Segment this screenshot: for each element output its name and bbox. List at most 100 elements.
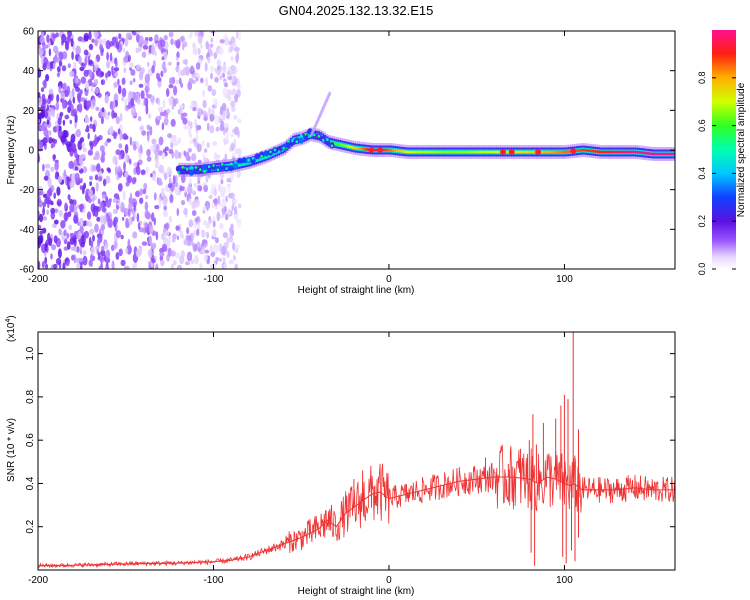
noise-blob (121, 77, 126, 85)
track-core (339, 143, 342, 146)
noise-blob (68, 98, 72, 109)
track-core (366, 148, 369, 151)
noise-blob (196, 125, 202, 131)
noise-blob (127, 208, 131, 218)
noise-blob (174, 252, 180, 259)
noise-blob (121, 96, 125, 102)
track-core (424, 150, 427, 154)
noise-blob (226, 177, 231, 183)
noise-blob (235, 31, 239, 39)
noise-blob (89, 253, 93, 263)
noise-blob (74, 78, 79, 84)
noise-blob (41, 93, 46, 102)
track-dot-core (203, 170, 206, 174)
noise-blob (67, 194, 71, 201)
track-dot (263, 150, 269, 157)
snr-noise-line (38, 444, 675, 569)
noise-blob (161, 56, 165, 61)
noise-blob (67, 63, 72, 69)
noise-blob (175, 56, 179, 61)
track-core (418, 150, 421, 154)
noise-blob (202, 89, 206, 97)
track-core (557, 150, 560, 154)
noise-blob (166, 253, 170, 262)
y-tick-label: 0.6 (25, 433, 36, 447)
noise-blob (206, 204, 210, 212)
noise-blob (219, 39, 225, 44)
noise-blob (234, 148, 238, 155)
noise-blob (54, 161, 59, 171)
noise-blob (45, 74, 50, 82)
track-core (638, 151, 641, 154)
track-mid (267, 152, 271, 158)
noise-blob (70, 133, 76, 144)
track-core (666, 152, 669, 156)
track-core (560, 150, 564, 154)
noise-blob (89, 175, 93, 181)
noise-blob (52, 154, 56, 162)
noise-blob (192, 229, 196, 238)
noise-blob (102, 178, 107, 187)
spectrogram-x-axis-label: Height of straight line (km) (298, 285, 415, 296)
noise-blob (94, 174, 99, 181)
noise-blob (125, 181, 130, 187)
noise-blob (166, 108, 171, 114)
noise-blob (107, 168, 112, 174)
noise-blob (237, 220, 241, 229)
noise-blob (87, 197, 92, 204)
noise-blob (147, 248, 153, 258)
noise-blob (163, 117, 169, 126)
noise-blob (158, 106, 164, 113)
noise-blob (203, 254, 208, 261)
noise-blob (230, 133, 235, 138)
track-dot (241, 157, 247, 164)
noise-blob (220, 179, 224, 185)
noise-blob (83, 99, 88, 110)
track-dot-core (229, 162, 233, 166)
track-dot (237, 157, 243, 165)
track-core (613, 150, 616, 154)
noise-blob (197, 247, 201, 252)
noise-blob (201, 109, 204, 115)
noise-blob (122, 47, 126, 53)
noise-blob (163, 205, 168, 211)
noise-blob (228, 40, 233, 46)
track-core (490, 150, 493, 154)
snr-x-axis-label: Height of straight line (km) (298, 586, 415, 597)
noise-blob (215, 257, 219, 262)
track-core (645, 152, 648, 155)
noise-blob (64, 40, 69, 50)
noise-blob (50, 253, 53, 260)
noise-blob (113, 112, 118, 118)
noise-blob (113, 93, 119, 103)
noise-blob (96, 163, 101, 173)
noise-blob (179, 255, 185, 265)
noise-blob (88, 189, 94, 198)
y-tick-label: 20 (23, 106, 35, 117)
track-core (543, 150, 546, 154)
track-dot (254, 153, 260, 160)
noise-blob (210, 251, 216, 258)
noise-blob (146, 156, 152, 162)
track-core (671, 152, 674, 156)
snr-y-ticks: 0.2 0.4 0.6 0.8 1.0 (25, 346, 675, 534)
noise-blob (203, 116, 208, 122)
noise-blob (226, 239, 229, 249)
noise-blob (98, 175, 103, 182)
track-core (520, 150, 523, 154)
noise-blob (95, 106, 100, 111)
noise-blob (148, 113, 152, 119)
track-core (420, 150, 423, 154)
noise-blob (53, 192, 56, 199)
track-dot-core (282, 146, 285, 150)
noise-blob (141, 241, 148, 246)
track-mid (245, 160, 248, 166)
noise-blob (155, 263, 159, 269)
noise-blob (202, 220, 208, 226)
noise-blob (162, 169, 166, 176)
track-dot-core (190, 165, 193, 169)
noise-blob (234, 46, 240, 52)
noise-blob (164, 230, 170, 237)
track-core (473, 150, 476, 154)
track-core (448, 150, 451, 154)
